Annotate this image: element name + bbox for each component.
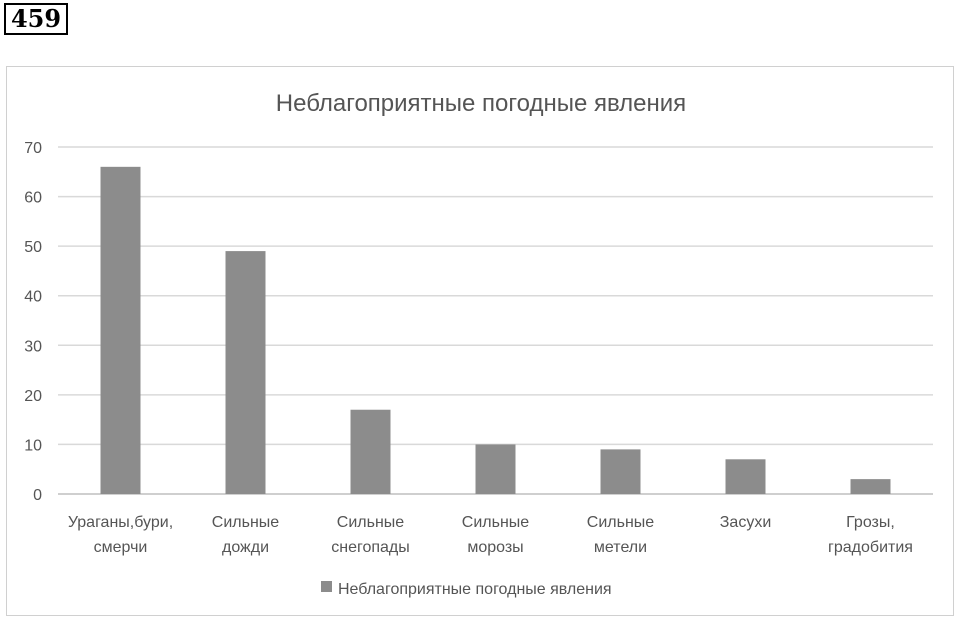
chart-frame [6, 66, 954, 616]
y-tick-label: 10 [24, 437, 42, 454]
x-tick-label: Сильные метели [587, 514, 655, 556]
x-tick-label-line: Сильные [337, 514, 405, 531]
x-tick-label-line: Засухи [720, 514, 772, 531]
bar [850, 479, 891, 494]
x-tick-label: Ураганы,бури, смерчи [68, 514, 173, 556]
x-tick-label-line: метели [594, 539, 647, 556]
x-tick-label-line: Сильные [462, 514, 530, 531]
x-tick-label-line: Сильные [212, 514, 280, 531]
x-tick-label-line: градобития [828, 539, 913, 556]
x-tick-label-line: Грозы, [846, 514, 895, 531]
y-tick-label: 0 [33, 487, 42, 504]
chart-title: Неблагоприятные погодные явления [276, 90, 686, 117]
x-tick-label-line: морозы [467, 539, 523, 556]
x-tick-label: Сильные дожди [212, 514, 280, 556]
y-tick-label: 40 [24, 289, 42, 306]
x-tick-label: Сильные морозы [462, 514, 530, 556]
bars [100, 166, 891, 495]
bar [475, 444, 516, 494]
bar [225, 251, 266, 494]
problem-number: 459 [4, 3, 68, 35]
legend-label: Неблагоприятные погодные явления [338, 581, 612, 598]
y-tick-label: 20 [24, 388, 42, 405]
bar [725, 459, 766, 494]
x-tick-label: Грозы, градобития [828, 514, 913, 556]
y-tick-label: 30 [24, 338, 42, 355]
x-tick-label-line: снегопады [331, 539, 410, 556]
grid [58, 146, 933, 495]
bar [350, 409, 391, 494]
legend-swatch [321, 581, 332, 592]
x-tick-label-line: Ураганы,бури, [68, 514, 173, 531]
y-tick-label: 50 [24, 239, 42, 256]
x-tick-label: Засухи [720, 514, 772, 531]
bar [100, 166, 141, 495]
y-tick-label: 60 [24, 190, 42, 207]
y-tick-label: 70 [24, 140, 42, 157]
x-tick-label-line: дожди [222, 539, 269, 556]
bar [600, 449, 641, 494]
x-axis-labels: Ураганы,бури, смерчи Сильные дожди Сильные сн… [68, 514, 913, 556]
y-axis-ticks: 0 10 20 30 40 50 60 70 [24, 140, 42, 504]
x-tick-label-line: смерчи [94, 539, 148, 556]
x-tick-label-line: Сильные [587, 514, 655, 531]
legend: Неблагоприятные погодные явления [321, 581, 612, 598]
x-tick-label: Сильные снегопады [331, 514, 410, 556]
